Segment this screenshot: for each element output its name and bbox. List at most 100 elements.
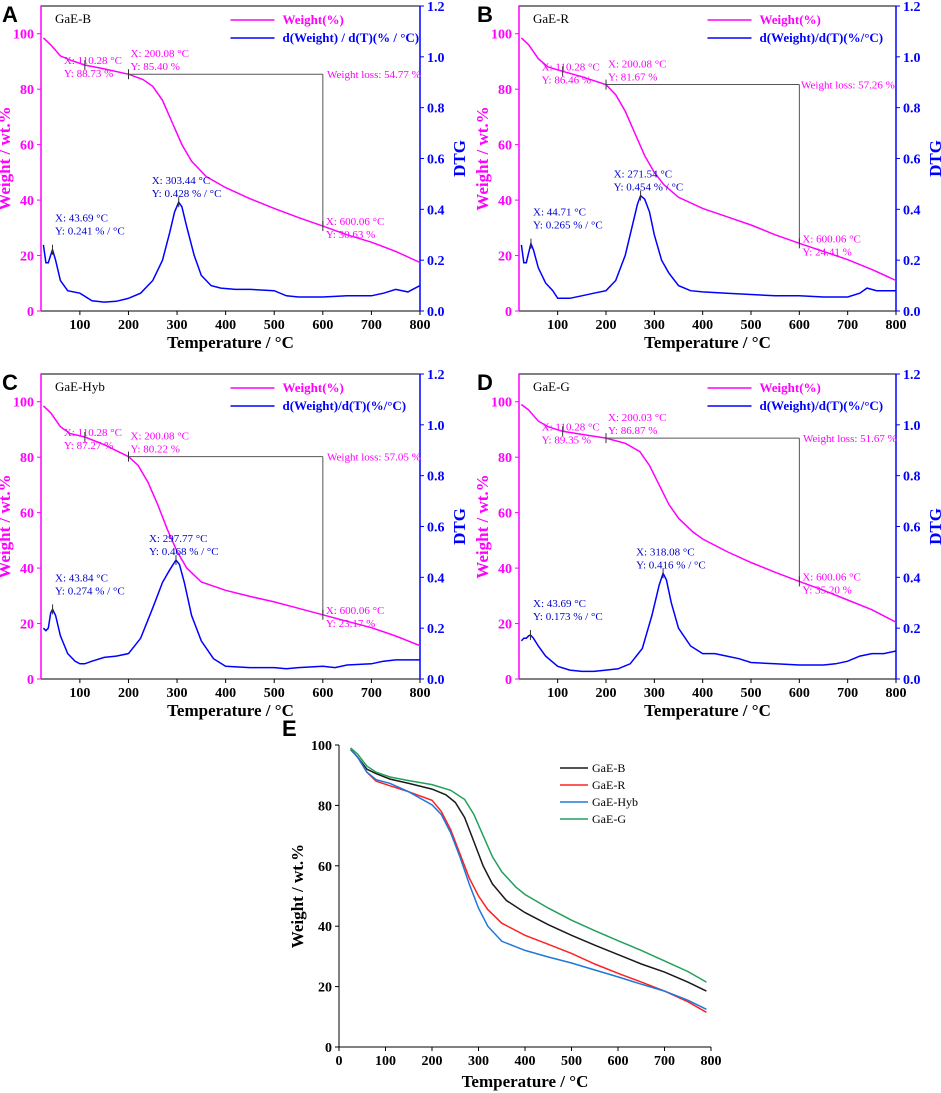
weight-curve (520, 403, 897, 623)
dtg-y-tick-label: 1.2 (427, 368, 445, 383)
y-tick-label: 100 (311, 739, 332, 754)
data-label-x: X: 43.69 °C (55, 213, 108, 225)
data-label-y: Y: 89.35 % (542, 434, 591, 446)
x-axis-title: Temperature / °C (462, 1072, 589, 1091)
sample-name: GaE-B (55, 11, 91, 26)
data-label-x: X: 43.84 °C (55, 572, 108, 584)
data-label-y: Y: 23.17 % (326, 618, 375, 630)
data-label-x: X: 600.06 °C (802, 233, 861, 245)
data-label-x: X: 600.06 °C (326, 605, 385, 617)
x-tick-label: 100 (69, 686, 90, 701)
x-tick-label: 100 (547, 318, 568, 333)
dtg-curve (42, 558, 420, 670)
x-tick-label: 800 (886, 318, 907, 333)
dtg-y-tick-label: 0.4 (903, 571, 921, 586)
x-tick-label: 0 (336, 1054, 343, 1069)
legend-weight-label: Weight(%) (283, 12, 344, 27)
legend-dtg-label: d(Weight)/d(T)(%/°C) (283, 398, 407, 413)
data-label-y: Y: 0.454 % / °C (614, 182, 684, 194)
x-tick-label: 200 (596, 318, 617, 333)
weight-loss-label: Weight loss: 57.26 % (801, 80, 895, 92)
x-tick-label: 700 (361, 686, 382, 701)
x-tick-label: 400 (692, 318, 713, 333)
data-label-x: X: 318.08 °C (636, 546, 695, 558)
legend-dtg-label: d(Weight)/d(T)(%/°C) (760, 30, 884, 45)
data-label-y: Y: 85.40 % (131, 61, 180, 73)
series-line-gae-g (350, 747, 707, 983)
panel-letter: C (2, 370, 18, 395)
data-label-x: X: 200.03 °C (608, 412, 667, 424)
dtg-y-tick-label: 0.0 (903, 673, 921, 688)
data-label-x: X: 303.44 °C (152, 175, 211, 187)
legend-dtg-label: d(Weight)/d(T)(%/°C) (760, 398, 884, 413)
x-tick-label: 500 (264, 686, 285, 701)
weight-y-tick-label: 40 (498, 194, 512, 209)
weight-loss-label: Weight loss: 54.77 % (327, 69, 421, 81)
panel-letter: D (477, 370, 493, 395)
dtg-y-tick-label: 0.6 (903, 153, 921, 168)
weight-y-tick-label: 0 (505, 673, 512, 688)
x-tick-label: 800 (701, 1054, 722, 1069)
sample-name: GaE-R (533, 11, 569, 26)
x-tick-label: 400 (215, 318, 236, 333)
x-tick-label: 300 (644, 318, 665, 333)
weight-y-tick-label: 80 (20, 83, 34, 98)
weight-axis-title: Weight / wt.% (0, 106, 14, 210)
weight-loss-label: Weight loss: 57.05 % (327, 452, 421, 464)
data-label-x: X: 200.08 °C (131, 48, 190, 60)
weight-y-tick-label: 60 (498, 507, 512, 522)
series-line-gae-b (350, 748, 707, 992)
data-label-x: X: 43.69 °C (533, 598, 586, 610)
dtg-axis-title: DTG (926, 508, 941, 545)
data-label-y: Y: 24.41 % (802, 246, 851, 258)
x-tick-label: 400 (692, 686, 713, 701)
dtg-y-tick-label: 0.8 (903, 102, 921, 117)
data-label-x: X: 600.06 °C (802, 571, 861, 583)
dtg-y-tick-label: 0.4 (427, 571, 445, 586)
y-tick-label: 40 (318, 920, 332, 935)
legend-weight-label: Weight(%) (760, 380, 821, 395)
dtg-y-tick-label: 0.6 (903, 521, 921, 536)
legend-label-gae-hyb: GaE-Hyb (592, 795, 638, 809)
x-tick-label: 200 (118, 318, 139, 333)
dtg-y-tick-label: 0.0 (903, 305, 921, 320)
data-label-x: X: 271.54 °C (614, 169, 673, 181)
data-label-y: Y: 0.241 % / °C (55, 226, 125, 238)
data-label-y: Y: 86.46 % (542, 74, 591, 86)
dtg-y-tick-label: 0.6 (427, 521, 445, 536)
data-label-y: Y: 0.416 % / °C (636, 559, 706, 571)
dtg-y-tick-label: 1.2 (903, 368, 921, 383)
x-tick-label: 300 (167, 686, 188, 701)
x-tick-label: 600 (312, 318, 333, 333)
y-tick-label: 60 (318, 860, 332, 875)
data-label-x: X: 110.28 °C (542, 421, 600, 433)
sample-name: GaE-G (533, 379, 570, 394)
weight-y-tick-label: 100 (491, 28, 512, 43)
x-tick-label: 700 (654, 1054, 675, 1069)
x-tick-label: 600 (608, 1054, 629, 1069)
weight-axis-title: Weight / wt.% (0, 474, 14, 578)
dtg-y-tick-label: 0.0 (427, 305, 445, 320)
x-tick-label: 100 (375, 1054, 396, 1069)
panel-e: E 0 100 200 300 400 500 600 700 800 0 20 40 60 80 100 Te… (282, 716, 722, 1091)
weight-y-tick-label: 20 (20, 250, 34, 265)
weight-y-tick-label: 40 (498, 562, 512, 577)
dtg-y-tick-label: 1.2 (903, 0, 921, 15)
data-label-y: Y: 87.27 % (64, 440, 113, 452)
weight-y-tick-label: 80 (498, 83, 512, 98)
dtg-y-tick-label: 0.8 (427, 470, 445, 485)
x-tick-label: 100 (69, 318, 90, 333)
data-label-x: X: 600.06 °C (326, 216, 385, 228)
x-axis-title: Temperature / °C (167, 333, 294, 352)
weight-y-tick-label: 100 (13, 28, 34, 43)
legend-label-gae-r: GaE-R (592, 778, 625, 792)
x-tick-label: 300 (644, 686, 665, 701)
data-label-y: Y: 81.67 % (608, 72, 657, 84)
data-label-y: Y: 0.274 % / °C (55, 585, 125, 597)
x-tick-label: 800 (886, 686, 907, 701)
dtg-y-tick-label: 0.0 (427, 673, 445, 688)
y-tick-label: 0 (325, 1041, 332, 1056)
